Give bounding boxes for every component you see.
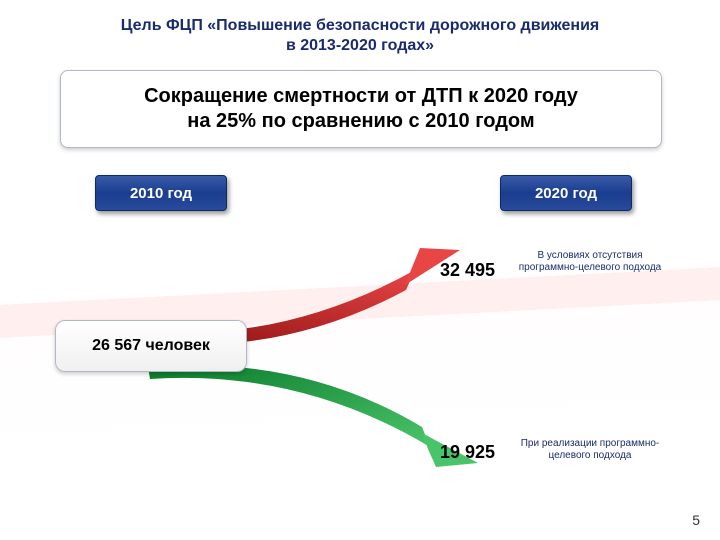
note-with-program: При реализации программно-целевого подхо… [510,438,670,462]
year-2020-label: 2020 год [535,185,597,202]
page-title: Цель ФЦП «Повышение безопасности дорожно… [0,16,720,56]
main-line-1: Сокращение смертности от ДТП к 2020 году [144,85,578,107]
year-2010-label: 2010 год [130,185,192,202]
year-box-2010: 2010 год [95,175,227,211]
people-count-box: 26 567 человек [55,320,247,372]
note-no-program: В условиях отсутствия программно-целевог… [510,250,670,274]
arrow-green-icon [130,355,500,485]
main-line-2: на 25% по сравнению с 2010 годом [187,110,534,132]
year-box-2020: 2020 год [500,175,632,211]
people-count-label: 26 567 человек [92,337,210,355]
main-statement-box: Сокращение смертности от ДТП к 2020 году… [60,70,662,148]
value-no-program: 32 495 [440,260,495,281]
value-with-program: 19 925 [440,442,495,463]
slide-number: 5 [692,512,700,528]
title-line-1: Цель ФЦП «Повышение безопасности дорожно… [121,17,600,34]
title-line-2: в 2013-2020 годах» [286,37,434,54]
